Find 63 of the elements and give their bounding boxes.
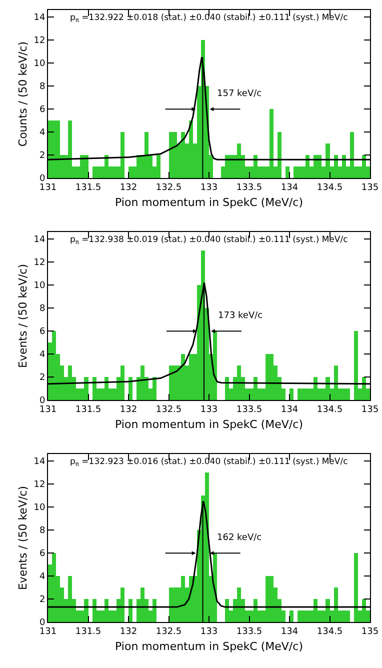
x-tick-label: 135 [361,404,379,415]
y-tick-label: 12 [34,36,46,46]
x-tick-label: 133.5 [236,182,262,193]
y-tick-label: 10 [34,59,46,70]
y-tick-label: 4 [39,350,46,360]
x-tick-label: 132 [120,404,138,415]
x-tick-label: 132.5 [156,404,182,415]
x-axis-title: Pion momentum in SpekC (MeV/c) [115,196,303,209]
x-tick-label: 134 [280,626,298,637]
x-tick-label: 133.5 [236,626,262,637]
x-tick-label: 134.5 [316,182,343,193]
x-tick-label: 132 [120,626,138,637]
x-tick-label: 134.5 [316,626,343,637]
y-axis-title: Events / (50 keV/c) [16,486,30,590]
y-tick-label: 2 [39,595,46,606]
x-tick-label: 134 [280,404,298,415]
annotation: p$_{π}$ =132.938 ±0.019 (stat.) ±0.040 (stabil.) ±0.111 (syst.) MeV/c [70,235,348,246]
annotation: p$_{π}$ =132.922 ±0.018 (stat.) ±0.040 (stabil.) ±0.111 (syst.) MeV/c [70,13,348,24]
annotation: 162 keV/c [217,533,262,543]
y-tick-label: 14 [34,457,46,468]
x-tick-label: 133 [200,626,218,637]
x-tick-label: 134 [280,182,298,193]
x-tick-label: 131 [39,626,57,637]
annotation: 157 keV/c [217,89,262,99]
y-tick-label: 4 [39,128,46,138]
y-tick-label: 10 [34,281,46,292]
x-tick-label: 135 [361,182,379,193]
x-tick-label: 131.5 [75,626,102,637]
y-tick-label: 10 [34,503,46,514]
x-tick-label: 132.5 [156,626,182,637]
y-axis-title: Events / (50 keV/c) [16,264,30,368]
x-tick-label: 133.5 [236,404,262,415]
annotation: 173 keV/c [218,311,263,321]
y-tick-label: 8 [39,526,46,536]
x-tick-label: 133 [200,404,218,415]
x-tick-label: 133 [200,182,218,193]
x-axis-title: Pion momentum in SpekC (MeV/c) [115,640,303,653]
y-tick-label: 12 [34,258,46,268]
y-tick-label: 0 [39,174,46,184]
y-tick-label: 2 [39,373,46,384]
x-tick-label: 135 [361,626,379,637]
x-tick-label: 131 [39,182,57,193]
y-axis-title: Counts / (50 keV/c) [16,41,30,147]
x-tick-label: 132.5 [156,182,182,193]
y-tick-label: 6 [39,327,46,338]
x-tick-label: 132 [120,182,138,193]
y-tick-label: 6 [39,105,46,116]
x-tick-label: 134.5 [316,404,343,415]
annotation: p$_{π}$ =132.923 ±0.016 (stat.) ±0.040 (stabil.) ±0.111 (syst.) MeV/c [70,457,348,468]
y-tick-label: 12 [34,480,46,490]
x-tick-label: 131.5 [75,182,102,193]
y-tick-label: 0 [39,618,46,628]
y-tick-label: 8 [39,304,46,314]
y-tick-label: 4 [39,572,46,582]
y-tick-label: 0 [39,396,46,406]
y-tick-label: 8 [39,82,46,92]
x-tick-label: 131 [39,404,57,415]
y-tick-label: 2 [39,151,46,162]
y-tick-label: 14 [34,13,46,24]
x-axis-title: Pion momentum in SpekC (MeV/c) [115,418,303,431]
x-tick-label: 131.5 [75,404,102,415]
y-tick-label: 6 [39,549,46,560]
y-tick-label: 14 [34,235,46,246]
